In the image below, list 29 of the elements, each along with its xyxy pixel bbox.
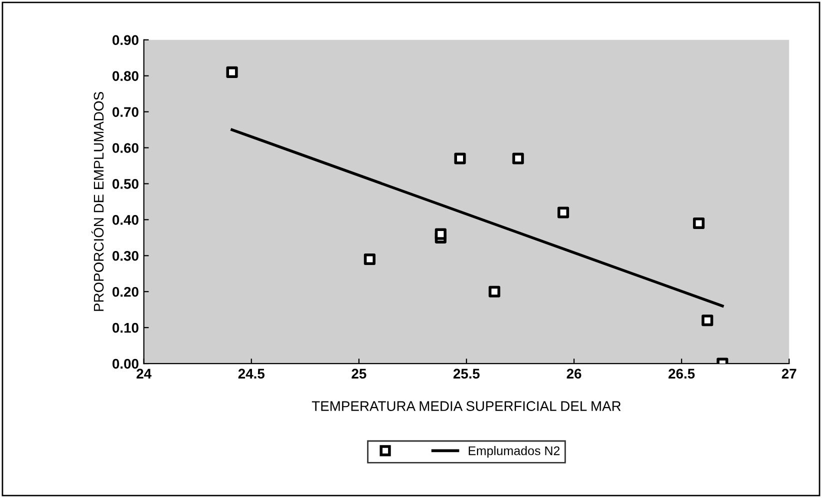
x-tick-label: 26 <box>566 368 582 379</box>
x-tick-label: 25 <box>352 368 366 379</box>
point <box>702 314 714 326</box>
x-axis-title: TEMPERATURA MEDIA SUPERFICIAL DEL MAR <box>312 401 621 411</box>
y-tick-label: 0.30 <box>112 250 138 261</box>
y-tick-label: 0.40 <box>112 215 138 225</box>
y-tick-label: 0.20 <box>112 286 138 297</box>
x-tick-label: 24.5 <box>238 368 265 379</box>
point <box>557 206 570 218</box>
y-tick-label: 0.00 <box>112 358 138 369</box>
y-tick-label: 0.70 <box>112 107 138 117</box>
y-axis-title: PROPORCIÓN DE EMPLUMADOS <box>91 92 104 311</box>
x-tick-label: 26.5 <box>668 368 695 379</box>
y-tick-label: 0.10 <box>112 322 138 333</box>
y-tick-label: 0.80 <box>112 71 138 81</box>
legend-label: Emplumados N2 <box>468 446 560 458</box>
point <box>226 66 238 78</box>
y-tick-label: 0.60 <box>112 143 138 153</box>
point <box>454 152 466 164</box>
point <box>512 152 524 164</box>
point <box>364 253 376 266</box>
point <box>434 228 446 240</box>
x-tick-label: 27 <box>782 368 796 378</box>
y-tick-label: 0.90 <box>112 35 138 46</box>
x-tick-label: 24 <box>136 368 152 378</box>
x-tick-label: 25.5 <box>453 368 480 379</box>
point <box>488 286 500 298</box>
y-tick-label: 0.50 <box>112 179 138 189</box>
point <box>693 217 705 230</box>
